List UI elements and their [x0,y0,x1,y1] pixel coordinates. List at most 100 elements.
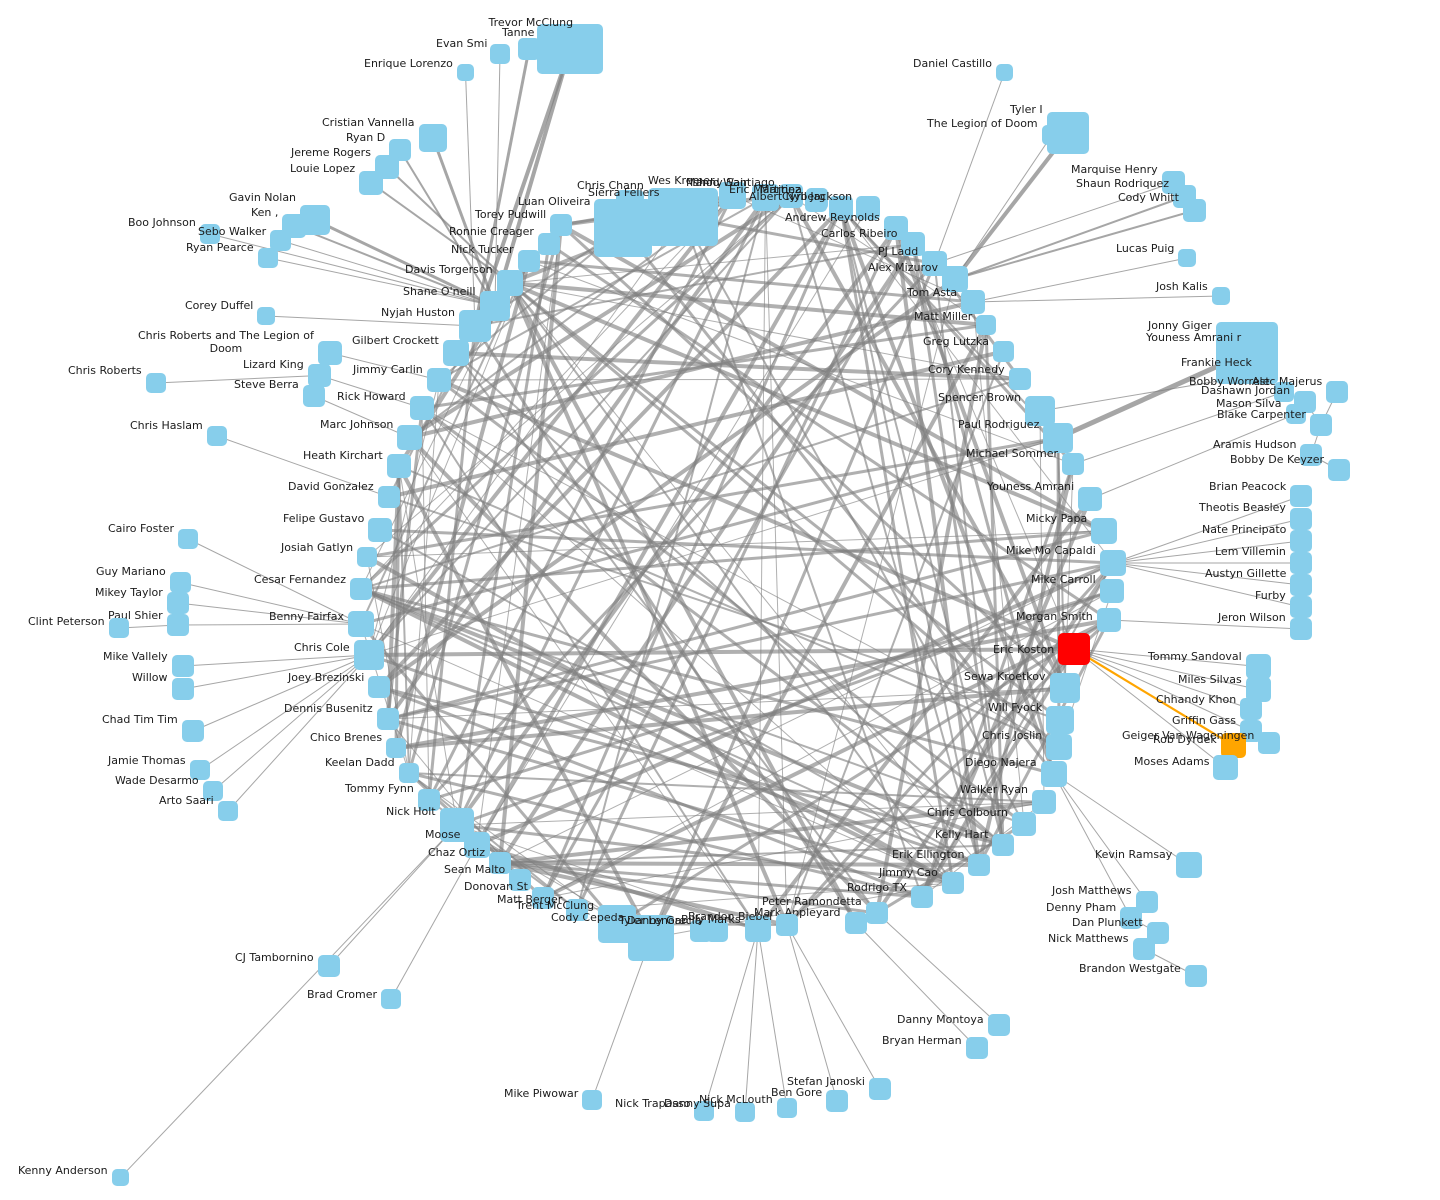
graph-node[interactable] [1300,444,1322,466]
graph-node[interactable] [490,44,510,64]
graph-node[interactable] [397,425,422,450]
graph-node[interactable] [427,368,451,392]
graph-node[interactable] [826,1090,848,1112]
graph-node[interactable] [1310,414,1332,436]
graph-node[interactable] [1133,938,1155,960]
graph-node[interactable] [777,1098,797,1118]
graph-node[interactable] [410,396,434,420]
graph-node[interactable] [1091,518,1117,544]
graph-node[interactable] [318,955,340,977]
graph-node[interactable] [190,760,210,780]
graph-node[interactable] [1185,965,1207,987]
graph-node[interactable] [735,1102,755,1122]
graph-node[interactable] [182,720,204,742]
graph-node[interactable] [1041,761,1067,787]
graph-node[interactable] [1100,579,1124,603]
graph-node[interactable] [1062,453,1084,475]
graph-node[interactable] [1097,608,1121,632]
graph-node[interactable] [942,872,964,894]
graph-node[interactable] [167,614,189,636]
graph-node[interactable] [172,678,194,700]
graph-node[interactable] [968,854,990,876]
graph-node[interactable] [776,914,798,936]
graph-node[interactable] [1290,508,1312,530]
graph-node[interactable] [377,708,399,730]
graph-node[interactable] [509,869,531,891]
graph-node[interactable] [1043,423,1073,453]
graph-node[interactable] [518,250,540,272]
graph-node[interactable] [537,24,603,74]
graph-node[interactable] [386,738,406,758]
graph-node[interactable] [1290,596,1312,618]
graph-node[interactable] [806,188,828,210]
graph-node[interactable] [257,307,275,325]
graph-node[interactable] [1025,396,1055,426]
graph-node[interactable] [1240,698,1262,720]
graph-node[interactable] [1046,706,1074,734]
graph-node[interactable] [378,486,400,508]
graph-node[interactable] [1058,633,1090,665]
graph-node[interactable] [1290,552,1312,574]
graph-node[interactable] [318,341,342,365]
graph-node[interactable] [648,188,718,246]
graph-node[interactable] [719,182,746,209]
graph-node[interactable] [582,1090,602,1110]
graph-node[interactable] [200,224,220,244]
graph-node[interactable] [1178,249,1196,267]
graph-node[interactable] [706,920,728,942]
graph-node[interactable] [869,1078,891,1100]
graph-node[interactable] [628,915,674,961]
graph-node[interactable] [1009,368,1031,390]
graph-node[interactable] [348,611,374,637]
graph-node[interactable] [1290,485,1312,507]
graph-node[interactable] [550,214,572,236]
graph-node[interactable] [218,801,238,821]
graph-node[interactable] [459,310,491,342]
graph-node[interactable] [1120,907,1142,929]
graph-node[interactable] [1326,381,1348,403]
graph-node[interactable] [566,899,588,921]
graph-node[interactable] [419,124,447,152]
graph-node[interactable] [109,618,129,638]
graph-node[interactable] [1245,338,1267,360]
graph-node[interactable] [270,230,291,251]
graph-node[interactable] [303,385,325,407]
graph-node[interactable] [457,64,474,81]
graph-node[interactable] [170,572,191,593]
graph-node[interactable] [1183,199,1206,222]
graph-node[interactable] [1050,673,1080,703]
graph-node[interactable] [368,676,390,698]
graph-node[interactable] [901,232,925,256]
graph-node[interactable] [1213,755,1238,780]
graph-node[interactable] [1046,734,1072,760]
graph-node[interactable] [988,1014,1010,1036]
graph-node[interactable] [489,852,511,874]
graph-node[interactable] [532,887,554,909]
graph-node[interactable] [112,1169,129,1186]
graph-node[interactable] [1136,891,1158,913]
graph-node[interactable] [694,1101,714,1121]
graph-node[interactable] [1246,677,1271,702]
graph-node[interactable] [518,38,540,60]
graph-node[interactable] [996,64,1013,81]
graph-node[interactable] [845,912,867,934]
graph-node[interactable] [357,547,377,567]
graph-node[interactable] [1100,550,1126,576]
graph-node[interactable] [866,902,888,924]
graph-node[interactable] [976,315,996,335]
graph-node[interactable] [308,364,331,387]
graph-node[interactable] [1246,654,1271,679]
graph-node[interactable] [1032,790,1056,814]
graph-node[interactable] [172,655,194,677]
graph-node[interactable] [942,266,968,292]
graph-node[interactable] [464,832,490,858]
graph-node[interactable] [1286,404,1306,424]
graph-node[interactable] [167,592,189,614]
graph-node[interactable] [1078,487,1102,511]
graph-node[interactable] [1176,852,1202,878]
graph-node[interactable] [178,529,198,549]
graph-node[interactable] [1212,287,1230,305]
graph-node[interactable] [1258,732,1280,754]
graph-node[interactable] [207,426,227,446]
graph-node[interactable] [993,341,1014,362]
